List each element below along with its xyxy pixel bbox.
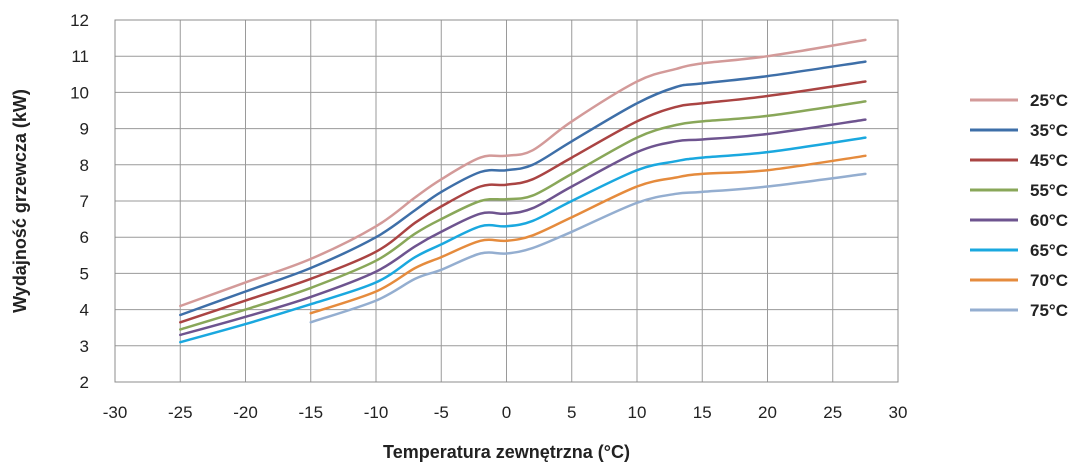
series-line-6 <box>309 154 867 315</box>
legend-label-0: 25°C <box>1030 91 1068 110</box>
y-tick-label: 2 <box>80 373 89 392</box>
y-tick-label: 10 <box>70 83 89 102</box>
y-tick-label: 3 <box>80 337 89 356</box>
legend-label-3: 55°C <box>1030 181 1068 200</box>
x-tick-label: -20 <box>233 403 258 422</box>
x-axis-ticks: -30 -25 -20 -15 -10 -5 0 5 10 15 20 25 30 <box>103 403 908 422</box>
x-tick-label: 20 <box>758 403 777 422</box>
y-tick-label: 5 <box>80 264 89 283</box>
x-tick-label: 5 <box>567 403 576 422</box>
y-tick-label: 4 <box>80 301 89 320</box>
x-tick-label: 25 <box>823 403 842 422</box>
series-line-0 <box>179 38 867 308</box>
legend-label-4: 60°C <box>1030 211 1068 230</box>
series-line-1 <box>179 60 867 317</box>
y-tick-label: 9 <box>80 120 89 139</box>
series-line-5 <box>179 136 867 344</box>
x-tick-label: -10 <box>364 403 389 422</box>
y-axis-title: Wydajność grzewcza (kW) <box>10 89 30 313</box>
legend-label-7: 75°C <box>1030 301 1068 320</box>
x-axis-title: Temperatura zewnętrzna (°C) <box>383 442 630 462</box>
x-tick-label: 15 <box>693 403 712 422</box>
x-tick-label: -15 <box>298 403 323 422</box>
series-line-4 <box>179 118 867 337</box>
y-tick-label: 6 <box>80 228 89 247</box>
x-tick-label: -30 <box>103 403 128 422</box>
y-tick-label: 11 <box>71 47 89 66</box>
x-tick-label: -25 <box>168 403 193 422</box>
x-tick-label: -5 <box>434 403 449 422</box>
legend-label-5: 65°C <box>1030 241 1068 260</box>
y-axis-ticks: 2 3 4 5 6 7 8 9 10 11 12 <box>70 11 89 392</box>
series-line-7 <box>309 172 867 324</box>
y-tick-label: 8 <box>80 156 89 175</box>
legend: 25°C 35°C 45°C 55°C 60°C 65°C 70°C 75°C <box>970 91 1068 320</box>
series-lines <box>179 38 867 344</box>
y-tick-label: 12 <box>70 11 89 30</box>
y-tick-label: 7 <box>80 192 89 211</box>
legend-label-1: 35°C <box>1030 121 1068 140</box>
x-tick-label: 0 <box>502 403 511 422</box>
x-tick-label: 30 <box>889 403 908 422</box>
legend-label-2: 45°C <box>1030 151 1068 170</box>
series-line-3 <box>179 100 867 331</box>
legend-label-6: 70°C <box>1030 271 1068 290</box>
series-line-2 <box>179 80 867 324</box>
x-tick-label: 10 <box>628 403 647 422</box>
plot-area-frame <box>114 19 899 383</box>
